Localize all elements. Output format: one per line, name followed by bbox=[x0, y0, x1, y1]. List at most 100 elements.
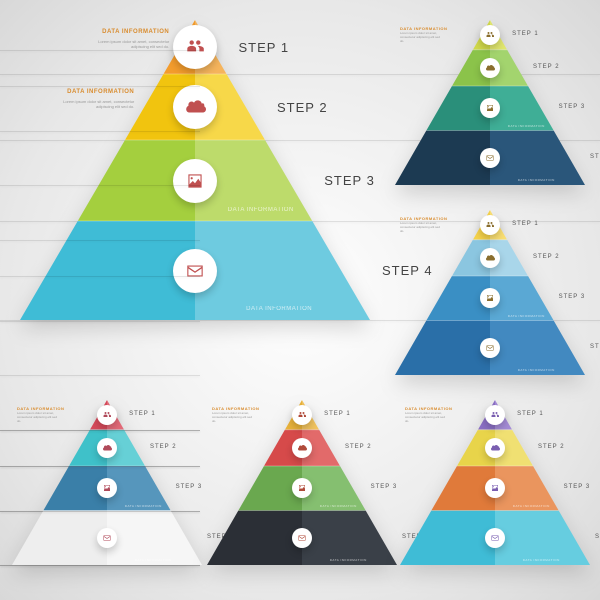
layer-4-left-face bbox=[395, 321, 490, 375]
step-2-label: STEP 2 bbox=[533, 254, 560, 260]
bird-icon bbox=[297, 443, 307, 453]
layer-1-icon-circle bbox=[485, 405, 505, 425]
people-icon bbox=[485, 220, 495, 230]
annotation-1-title: DATA INFORMATION bbox=[102, 29, 169, 35]
layer-4-right-face bbox=[107, 511, 202, 565]
layer-4-right-face bbox=[490, 131, 585, 185]
step-2-label: STEP 2 bbox=[150, 444, 177, 450]
photo-icon bbox=[184, 170, 206, 192]
step-3-label: STEP 3 bbox=[559, 104, 586, 110]
layer-3-data-info: DATA INFORMATION bbox=[513, 504, 550, 508]
layer-4-icon-circle bbox=[485, 528, 505, 548]
layer-1-icon-circle bbox=[292, 405, 312, 425]
mail-icon bbox=[297, 533, 307, 543]
guideline bbox=[0, 86, 200, 87]
guideline bbox=[0, 511, 200, 512]
annotation-mini-body: Lorem ipsum dolor sit amet, consectetur … bbox=[400, 32, 445, 44]
mail-icon bbox=[485, 153, 495, 163]
step-3-label: STEP 3 bbox=[371, 484, 398, 490]
people-icon bbox=[102, 410, 112, 420]
layer-1-icon-circle bbox=[97, 405, 117, 425]
layer-4-icon-circle bbox=[292, 528, 312, 548]
guideline bbox=[0, 131, 200, 132]
layer-3-data-info: DATA INFORMATION bbox=[320, 504, 357, 508]
step-4-label: STEP 4 bbox=[590, 344, 600, 350]
layer-2-icon-circle bbox=[485, 438, 505, 458]
guideline bbox=[0, 321, 200, 322]
layer-3-icon-circle bbox=[173, 159, 217, 203]
annotation-mini-body: Lorem ipsum dolor sit amet, consectetur … bbox=[400, 222, 445, 234]
annotation-1-body: Lorem ipsum dolor sit amet, consectetur … bbox=[89, 39, 169, 49]
guideline bbox=[0, 185, 200, 186]
people-icon bbox=[485, 30, 495, 40]
guideline bbox=[0, 430, 200, 431]
step-3-label: STEP 3 bbox=[176, 484, 203, 490]
mail-icon bbox=[184, 260, 206, 282]
layer-4-icon-circle bbox=[480, 338, 500, 358]
layer-3-data-info: DATA INFORMATION bbox=[228, 207, 294, 213]
layer-4-left-face bbox=[207, 511, 302, 565]
step-1-label: STEP 1 bbox=[512, 221, 539, 227]
step-3-label: STEP 3 bbox=[564, 484, 591, 490]
guideline bbox=[0, 240, 200, 241]
bird-icon bbox=[102, 443, 112, 453]
guideline bbox=[0, 466, 200, 467]
layer-4-icon-circle bbox=[480, 148, 500, 168]
annotation-2-title: DATA INFORMATION bbox=[67, 89, 134, 95]
layer-2-icon-circle bbox=[292, 438, 312, 458]
step-1-label: STEP 1 bbox=[239, 40, 290, 55]
bird-icon bbox=[490, 443, 500, 453]
layer-4-data-info: DATA INFORMATION bbox=[330, 558, 367, 562]
guideline bbox=[0, 375, 200, 376]
step-2-label: STEP 2 bbox=[538, 444, 565, 450]
annotation-mini-body: Lorem ipsum dolor sit amet, consectetur … bbox=[212, 412, 257, 424]
step-2-label: STEP 2 bbox=[277, 100, 328, 115]
layer-4-icon-circle bbox=[97, 528, 117, 548]
layer-4-data-info: DATA INFORMATION bbox=[246, 306, 312, 312]
step-3-label: STEP 3 bbox=[559, 294, 586, 300]
layer-4-data-info: DATA INFORMATION bbox=[518, 368, 555, 372]
people-icon bbox=[184, 36, 206, 58]
layer-3-data-info: DATA INFORMATION bbox=[508, 314, 545, 318]
guideline bbox=[0, 565, 200, 566]
mail-icon bbox=[490, 533, 500, 543]
pyramid-br: STEP 1STEP 2STEP 3DATA INFORMATIONSTEP 4… bbox=[400, 400, 590, 565]
layer-2-icon-circle bbox=[173, 85, 217, 129]
people-icon bbox=[297, 410, 307, 420]
layer-4-icon-circle bbox=[173, 249, 217, 293]
layer-4-right-face bbox=[302, 511, 397, 565]
step-2-label: STEP 2 bbox=[533, 64, 560, 70]
annotation-mini-body: Lorem ipsum dolor sit amet, consectetur … bbox=[405, 412, 450, 424]
step-3-label: STEP 3 bbox=[324, 173, 375, 188]
step-4-label: STEP 4 bbox=[595, 534, 600, 540]
layer-4-left-face bbox=[395, 131, 490, 185]
layer-4-right-face bbox=[495, 511, 590, 565]
annotation-2-body: Lorem ipsum dolor sit amet, consectetur … bbox=[54, 99, 134, 109]
step-4-label: STEP 4 bbox=[590, 154, 600, 160]
bird-icon bbox=[485, 63, 495, 73]
layer-2-icon-circle bbox=[97, 438, 117, 458]
step-1-label: STEP 1 bbox=[512, 31, 539, 37]
photo-icon bbox=[490, 483, 500, 493]
layer-4-left-face bbox=[20, 221, 195, 320]
layer-1-icon-circle bbox=[480, 215, 500, 235]
pyramid-main: STEP 1STEP 2STEP 3DATA INFORMATIONSTEP 4… bbox=[20, 20, 370, 320]
annotation-mini-body: Lorem ipsum dolor sit amet, consectetur … bbox=[17, 412, 62, 424]
layer-2-icon-circle bbox=[480, 248, 500, 268]
layer-2-icon-circle bbox=[480, 58, 500, 78]
layer-3-data-info: DATA INFORMATION bbox=[125, 504, 162, 508]
people-icon bbox=[490, 410, 500, 420]
layer-4-left-face bbox=[400, 511, 495, 565]
photo-icon bbox=[297, 483, 307, 493]
photo-icon bbox=[485, 103, 495, 113]
guideline bbox=[0, 50, 200, 51]
mail-icon bbox=[485, 343, 495, 353]
layer-4-data-info: DATA INFORMATION bbox=[518, 178, 555, 182]
step-2-label: STEP 2 bbox=[345, 444, 372, 450]
step-1-label: STEP 1 bbox=[517, 411, 544, 417]
step-1-label: STEP 1 bbox=[324, 411, 351, 417]
layer-4-data-info: DATA INFORMATION bbox=[135, 558, 172, 562]
layer-4-right-face bbox=[490, 321, 585, 375]
bird-icon bbox=[184, 96, 206, 118]
layer-4-data-info: DATA INFORMATION bbox=[523, 558, 560, 562]
